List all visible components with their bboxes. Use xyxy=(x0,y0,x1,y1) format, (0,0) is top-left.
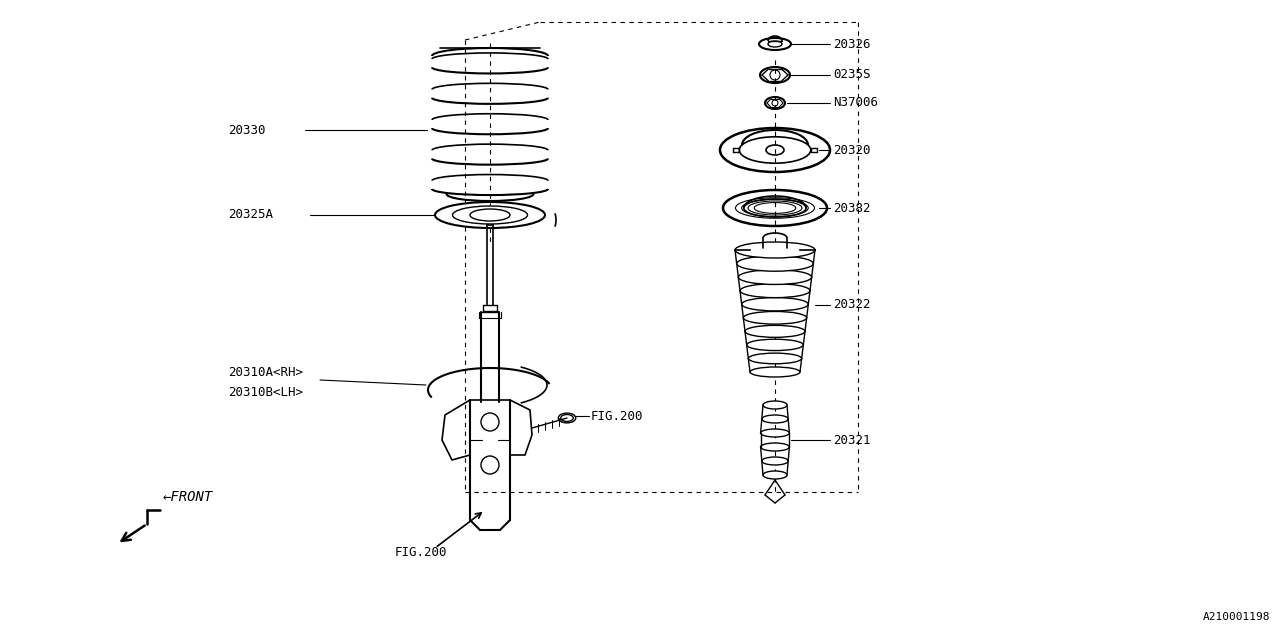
Ellipse shape xyxy=(740,137,810,163)
Text: 20310B<LH>: 20310B<LH> xyxy=(228,387,303,399)
Circle shape xyxy=(771,70,780,80)
Text: 20310A<RH>: 20310A<RH> xyxy=(228,367,303,380)
Text: 20326: 20326 xyxy=(833,38,870,51)
Text: FIG.200: FIG.200 xyxy=(396,545,448,559)
Ellipse shape xyxy=(739,270,812,284)
Ellipse shape xyxy=(763,401,787,409)
Text: A210001198: A210001198 xyxy=(1202,612,1270,622)
Ellipse shape xyxy=(759,38,791,50)
Ellipse shape xyxy=(760,67,790,83)
Text: 20330: 20330 xyxy=(228,124,265,136)
Ellipse shape xyxy=(719,128,829,172)
Ellipse shape xyxy=(723,190,827,226)
Circle shape xyxy=(481,413,499,431)
Text: FIG.200: FIG.200 xyxy=(591,410,644,422)
Ellipse shape xyxy=(765,145,783,155)
Ellipse shape xyxy=(735,242,815,258)
Text: 20320: 20320 xyxy=(833,143,870,157)
Ellipse shape xyxy=(435,202,545,228)
Text: ←FRONT: ←FRONT xyxy=(163,490,214,504)
Ellipse shape xyxy=(737,256,813,271)
Ellipse shape xyxy=(558,413,576,423)
Ellipse shape xyxy=(746,339,804,351)
Ellipse shape xyxy=(744,312,806,324)
Text: 20321: 20321 xyxy=(833,433,870,447)
Ellipse shape xyxy=(760,429,790,437)
Text: 20382: 20382 xyxy=(833,202,870,214)
Ellipse shape xyxy=(763,471,787,479)
Text: 20322: 20322 xyxy=(833,298,870,312)
Ellipse shape xyxy=(453,206,527,224)
Ellipse shape xyxy=(765,97,785,109)
Ellipse shape xyxy=(760,443,790,451)
Ellipse shape xyxy=(762,415,788,423)
Ellipse shape xyxy=(749,353,801,364)
Circle shape xyxy=(481,456,499,474)
Ellipse shape xyxy=(741,298,809,311)
Ellipse shape xyxy=(740,284,810,298)
Ellipse shape xyxy=(561,415,573,422)
Ellipse shape xyxy=(750,367,800,377)
Text: 0235S: 0235S xyxy=(833,68,870,81)
Ellipse shape xyxy=(762,457,788,465)
Ellipse shape xyxy=(768,41,782,47)
Ellipse shape xyxy=(744,199,806,217)
Text: N37006: N37006 xyxy=(833,97,878,109)
Text: 20325A: 20325A xyxy=(228,209,273,221)
Circle shape xyxy=(772,100,778,106)
Ellipse shape xyxy=(470,209,509,221)
Ellipse shape xyxy=(745,325,805,337)
